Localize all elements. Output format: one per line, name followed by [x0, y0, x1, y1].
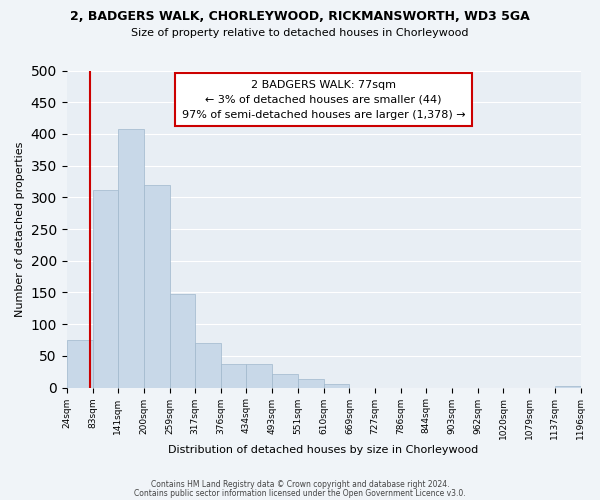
- Y-axis label: Number of detached properties: Number of detached properties: [15, 142, 25, 316]
- Bar: [195, 343, 221, 388]
- Text: Contains public sector information licensed under the Open Government Licence v3: Contains public sector information licen…: [134, 488, 466, 498]
- Bar: [323, 384, 349, 388]
- Text: 2, BADGERS WALK, CHORLEYWOOD, RICKMANSWORTH, WD3 5GA: 2, BADGERS WALK, CHORLEYWOOD, RICKMANSWO…: [70, 10, 530, 23]
- Bar: [92, 190, 118, 388]
- Bar: [221, 364, 247, 388]
- Text: Contains HM Land Registry data © Crown copyright and database right 2024.: Contains HM Land Registry data © Crown c…: [151, 480, 449, 489]
- Bar: [554, 386, 581, 388]
- Bar: [272, 374, 298, 388]
- Bar: [170, 294, 195, 388]
- Bar: [118, 129, 144, 388]
- Bar: [298, 378, 323, 388]
- Bar: [247, 364, 272, 388]
- X-axis label: Distribution of detached houses by size in Chorleywood: Distribution of detached houses by size …: [169, 445, 479, 455]
- Text: 2 BADGERS WALK: 77sqm
← 3% of detached houses are smaller (44)
97% of semi-detac: 2 BADGERS WALK: 77sqm ← 3% of detached h…: [182, 80, 466, 120]
- Bar: [144, 184, 170, 388]
- Text: Size of property relative to detached houses in Chorleywood: Size of property relative to detached ho…: [131, 28, 469, 38]
- Bar: [67, 340, 92, 388]
